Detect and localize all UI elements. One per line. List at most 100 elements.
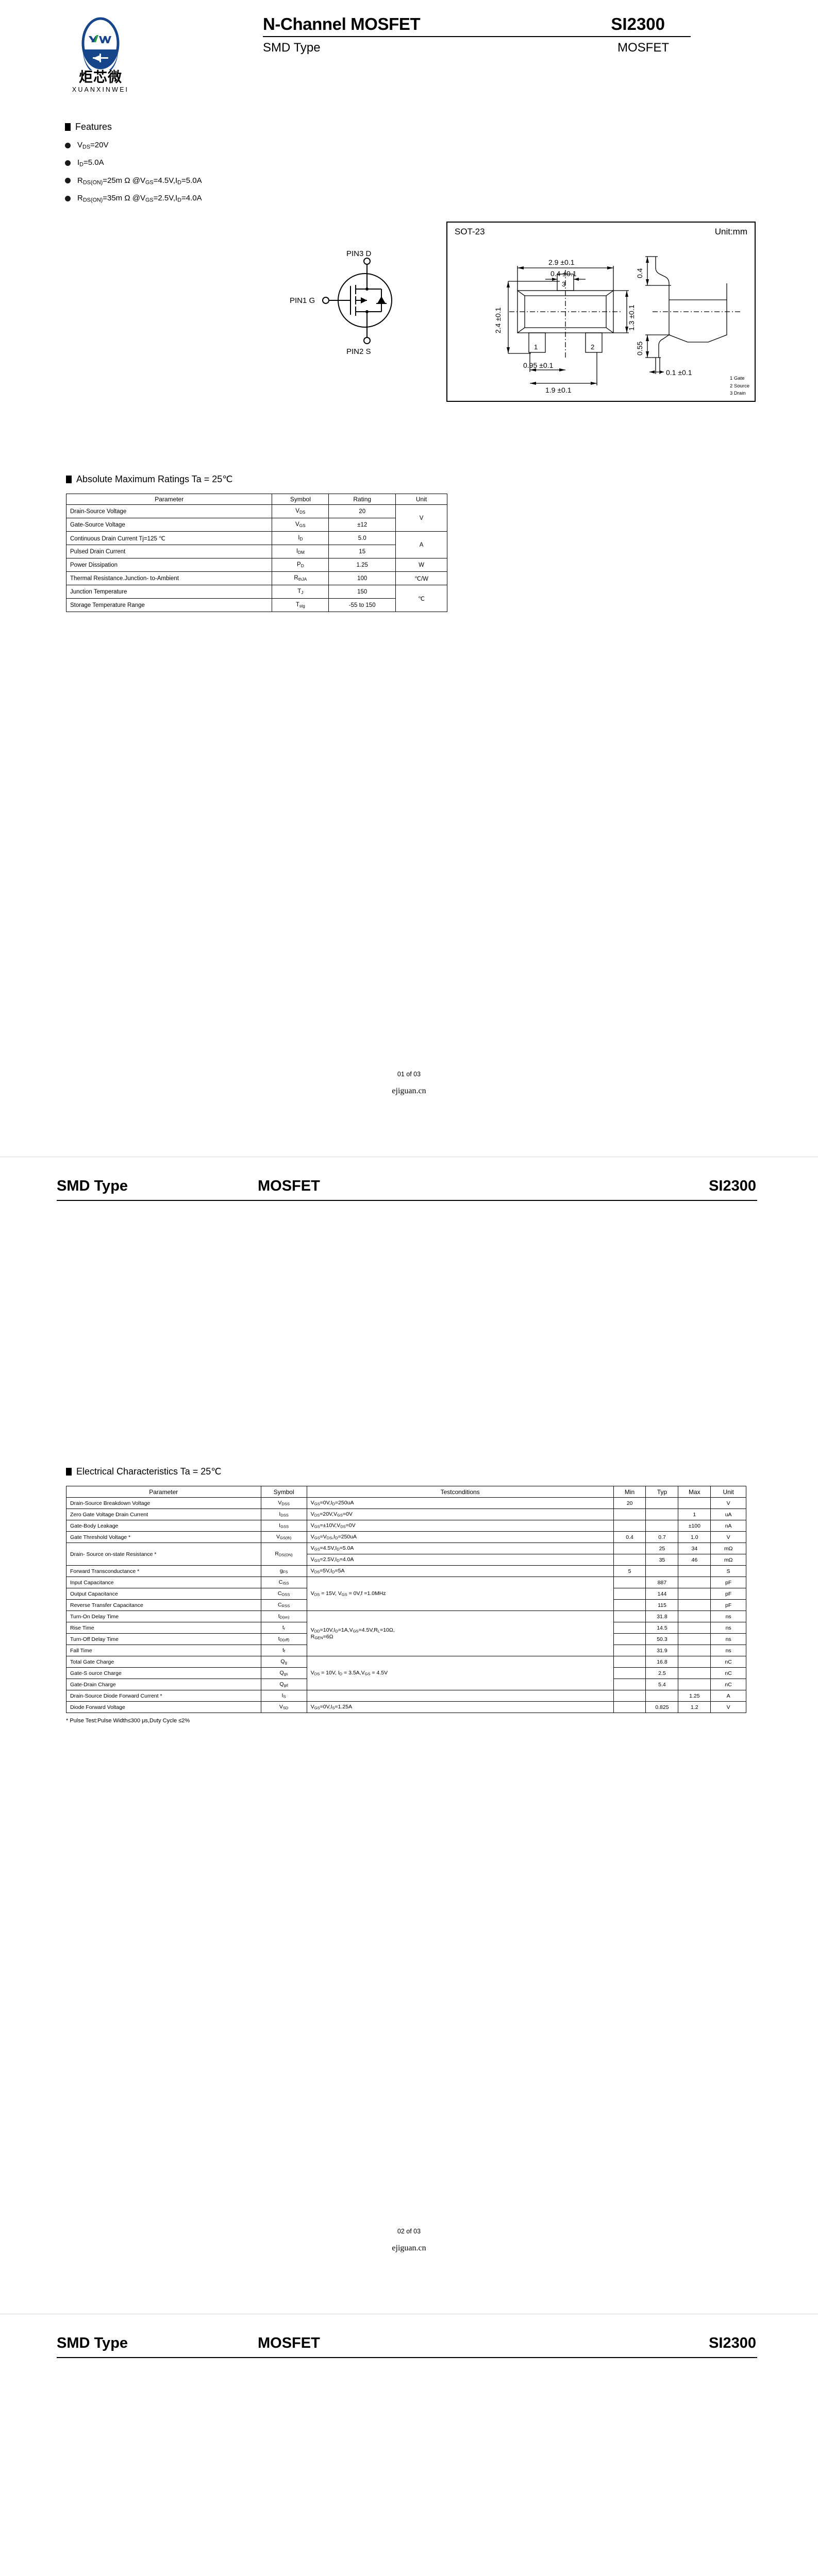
feature-item: RDS(ON)=25m Ω @VGS=4.5V,ID=5.0A xyxy=(65,176,395,185)
table-header-row: Parameter Symbol Testconditions Min Typ … xyxy=(66,1486,746,1498)
table-row: Turn-On Delay Time tD(on) VDD=10V,ID=1A,VG… xyxy=(66,1611,746,1656)
bullet-dot-icon xyxy=(65,142,71,148)
col-symbol: Symbol xyxy=(260,1486,307,1498)
table-row: Total Gate Charge Qg VDS = 10V, ID = 3.5A,… xyxy=(66,1656,746,1690)
feature-item: VDS=20V xyxy=(65,141,395,150)
table-row: Zero Gate Voltage Drain Current IDSS VDS=2… xyxy=(66,1509,746,1520)
features-section: Features VDS=20V ID=5.0A RDS(ON)=25m Ω @… xyxy=(65,122,395,212)
pin2-number: 2 xyxy=(591,343,594,351)
legend-pin1: 1 Gate xyxy=(729,376,745,382)
absolute-max-heading: Absolute Maximum Ratings Ta = 25℃ xyxy=(66,474,447,485)
header-device-type: MOSFET xyxy=(258,2335,320,2351)
mosfet-symbol: PIN3 D PIN1 G PIN2 S xyxy=(289,234,423,361)
col-typ: Typ xyxy=(645,1486,679,1498)
table-row: Fall Time tf 31.9 ns xyxy=(66,1645,746,1656)
table-row: Gate Threshold Voltage * VGS(th) VGS=VDS,I… xyxy=(66,1531,746,1543)
col-min: Min xyxy=(613,1486,646,1498)
bullet-square-icon xyxy=(66,1468,72,1476)
bullet-square-icon xyxy=(65,123,71,131)
bullet-square-icon xyxy=(66,476,72,483)
table-row: Drain-Source Voltage VDS 20 V xyxy=(65,504,447,532)
table-row: Thermal Resistance.Junction- to-Ambient R… xyxy=(65,571,447,585)
table-row: Gate-Drain Charge Qgd 5.4 nC xyxy=(66,1679,746,1690)
table-row: Storage Temperature Range Tstg -55 to 150 xyxy=(65,598,447,612)
table-row: Drain- Source on-state Resistance * RDS(O… xyxy=(66,1543,746,1566)
table-row: Power Dissipation PD 1.25 W xyxy=(65,558,447,572)
table-header-row: Parameter Symbol Rating Unit xyxy=(65,494,447,505)
package-pin-legend: 1 Gate 2 Source 3 Drain xyxy=(730,375,749,397)
title-divider xyxy=(263,36,691,37)
table-row: Reverse Transfer Capacitance CRSS 115 pF xyxy=(66,1599,746,1611)
device-type: MOSFET xyxy=(617,41,669,55)
electrical-characteristics-section: Electrical Characteristics Ta = 25℃ Para… xyxy=(66,1466,746,1724)
features-list: VDS=20V ID=5.0A RDS(ON)=25m Ω @VGS=4.5V,… xyxy=(65,141,395,204)
bullet-dot-icon xyxy=(65,195,71,201)
header-part-number: SI2300 xyxy=(709,2335,756,2351)
header-divider xyxy=(57,1200,757,1201)
page2-header: SMD Type MOSFET SI2300 xyxy=(0,1157,818,1219)
table-footnote: * Pulse Test:Pulse Width≤300 μs,Duty Cyc… xyxy=(66,1718,190,1724)
dim-body-height: 1.3 ±0.1 xyxy=(627,304,636,331)
col-parameter: Parameter xyxy=(66,1486,261,1498)
dim-pin-offset: 0.95 ±0.1 xyxy=(523,361,553,369)
page-2: SMD Type MOSFET SI2300 Electrical Charac… xyxy=(0,1157,818,2314)
page1-header: 炬芯微 XUANXINWEI N-Channel MOSFET SI2300 S… xyxy=(0,0,818,93)
bullet-dot-icon xyxy=(65,178,71,184)
page2-footer: 02 of 03 ejiguan.cn xyxy=(0,2228,818,2253)
logo-english-name: XUANXINWEI xyxy=(72,86,129,93)
dim-pin-pitch: 1.9 ±0.1 xyxy=(545,386,572,394)
package-unit-label: Unit:mm xyxy=(714,227,747,236)
dim-side-bottom: 0.55 xyxy=(636,342,644,355)
dim-width-total: 2.9 ±0.1 xyxy=(548,258,575,266)
col-parameter: Parameter xyxy=(65,494,273,505)
absolute-max-ratings-section: Absolute Maximum Ratings Ta = 25℃ Parame… xyxy=(65,474,447,612)
header-device-type: MOSFET xyxy=(258,1178,320,1194)
site-url: ejiguan.cn xyxy=(392,1087,426,1095)
dim-side-top: 0.4 xyxy=(636,268,644,278)
header-package-type: SMD Type xyxy=(57,2335,128,2351)
package-outline-drawing: SOT-23 Unit:mm xyxy=(446,222,756,402)
col-symbol: Symbol xyxy=(272,494,329,505)
table-row: Input Capacitance CISS VDS = 15V, VGS = 0V… xyxy=(66,1577,746,1611)
pin3-number: 3 xyxy=(562,280,565,288)
absolute-max-table: Parameter Symbol Rating Unit Drain-Sourc… xyxy=(65,494,447,612)
page-number: 02 of 03 xyxy=(397,2228,421,2235)
page3-header: SMD Type MOSFET SI2300 xyxy=(0,2314,818,2376)
page-1: 炬芯微 XUANXINWEI N-Channel MOSFET SI2300 S… xyxy=(0,0,818,1157)
table-row: Turn-Off Delay Time tD(off) 50.3 ns xyxy=(66,1633,746,1645)
table-row: Diode Forward Voltage VSD VGS=0V,IS=1.25A 0… xyxy=(66,1701,746,1713)
dim-height-total: 2.4 ±0.1 xyxy=(494,307,502,333)
table-row: Drain-Source Breakdown Voltage VDSS VGS=0V… xyxy=(66,1497,746,1509)
col-unit: Unit xyxy=(395,494,447,505)
package-subtitle: SMD Type xyxy=(263,41,321,55)
pin2-label: PIN2 S xyxy=(346,347,371,356)
pin1-label: PIN1 G xyxy=(290,296,315,305)
table-row: Continuous Drain Current Tj=125 ℃ ID 5.0 A xyxy=(65,531,447,558)
company-logo: 炬芯微 XUANXINWEI xyxy=(62,16,139,93)
legend-pin3: 3 Drain xyxy=(729,390,746,396)
header-package-type: SMD Type xyxy=(57,1178,128,1194)
col-testconditions: Testconditions xyxy=(306,1486,614,1498)
features-heading: Features xyxy=(65,122,395,132)
pin1-number: 1 xyxy=(534,343,538,351)
electrical-heading: Electrical Characteristics Ta = 25℃ xyxy=(66,1466,746,1477)
dim-side-foot: 0.1 ±0.1 xyxy=(666,368,692,377)
header-part-number: SI2300 xyxy=(709,1178,756,1194)
package-name: SOT-23 xyxy=(455,227,485,236)
table-row: Drain-Source Diode Forward Current * IS 1.… xyxy=(66,1690,746,1702)
legend-pin2: 2 Source xyxy=(729,383,749,389)
part-number: SI2300 xyxy=(611,14,665,33)
page-3: SMD Type MOSFET SI2300 Typical Character… xyxy=(0,2314,818,2576)
feature-item: ID=5.0A xyxy=(65,158,395,168)
col-rating: Rating xyxy=(328,494,396,505)
dim-lead-width: 0.4 ±0.1 xyxy=(550,269,577,278)
header-divider xyxy=(57,2357,757,2358)
electrical-characteristics-table: Parameter Symbol Testconditions Min Typ … xyxy=(66,1486,746,1713)
site-url: ejiguan.cn xyxy=(392,2244,426,2252)
table-row: Gate-Body Leakage IGSS VGS=±10V,VDS=0V ±100… xyxy=(66,1520,746,1532)
page-title: N-Channel MOSFET xyxy=(263,14,421,33)
table-row: Junction Temperature TJ 150 ℃ xyxy=(65,585,447,612)
col-max: Max xyxy=(678,1486,711,1498)
page-number: 01 of 03 xyxy=(397,1071,421,1078)
table-row: Output Capacitance COSS 144 pF xyxy=(66,1588,746,1600)
